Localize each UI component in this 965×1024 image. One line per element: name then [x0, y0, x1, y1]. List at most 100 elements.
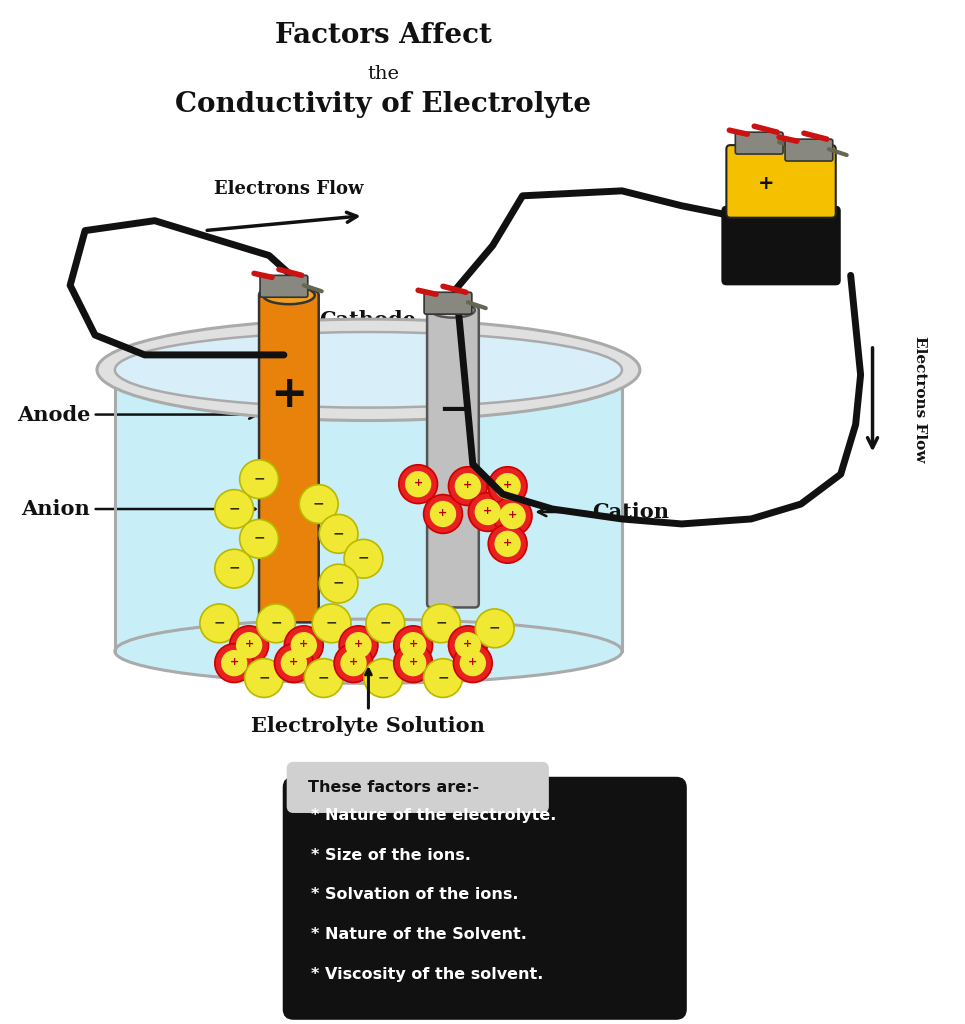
Circle shape [399, 465, 437, 504]
Circle shape [366, 604, 404, 643]
Circle shape [345, 632, 372, 658]
Circle shape [424, 658, 462, 697]
FancyBboxPatch shape [260, 275, 308, 297]
Text: −: − [379, 615, 391, 630]
Circle shape [494, 473, 521, 500]
Circle shape [394, 626, 432, 665]
Text: +: + [230, 657, 238, 668]
Text: +: + [503, 480, 512, 490]
Circle shape [235, 632, 262, 658]
Circle shape [364, 658, 402, 697]
Text: Factors Affect: Factors Affect [275, 22, 492, 49]
Text: Electrolyte Solution: Electrolyte Solution [252, 716, 485, 736]
Text: −: − [253, 530, 264, 545]
Text: * Nature of the electrolyte.: * Nature of the electrolyte. [312, 808, 557, 822]
Circle shape [319, 514, 358, 553]
Circle shape [488, 524, 527, 563]
Circle shape [215, 489, 254, 528]
Circle shape [221, 650, 247, 676]
Text: * Size of the ions.: * Size of the ions. [312, 848, 471, 862]
FancyBboxPatch shape [786, 139, 833, 161]
Text: Anion: Anion [21, 499, 256, 519]
Text: +: + [299, 639, 309, 649]
Text: Cathode: Cathode [318, 310, 425, 352]
Circle shape [230, 626, 268, 665]
Text: Battery: Battery [754, 251, 828, 268]
Text: +: + [290, 657, 298, 668]
Text: −: − [213, 615, 225, 630]
Text: Anode: Anode [16, 404, 258, 425]
FancyBboxPatch shape [727, 145, 836, 218]
Circle shape [290, 632, 317, 658]
Ellipse shape [263, 287, 315, 304]
Text: +: + [408, 657, 418, 668]
Circle shape [449, 626, 487, 665]
Text: +: + [354, 639, 363, 649]
Text: −: − [435, 615, 447, 630]
Circle shape [339, 626, 378, 665]
Circle shape [488, 467, 527, 506]
Text: Electrons Flow: Electrons Flow [214, 180, 364, 198]
Circle shape [455, 473, 481, 500]
Text: −: − [333, 526, 345, 540]
Text: Electrons Flow: Electrons Flow [913, 337, 927, 463]
Text: Conductivity of Electrolyte: Conductivity of Electrolyte [176, 91, 592, 119]
Text: These factors are:-: These factors are:- [308, 780, 480, 795]
Circle shape [200, 604, 238, 643]
Circle shape [257, 604, 295, 643]
Text: Cation: Cation [538, 502, 669, 522]
Text: +: + [508, 510, 517, 520]
Text: +: + [758, 174, 774, 194]
Text: * Viscosity of the solvent.: * Viscosity of the solvent. [312, 967, 543, 982]
Text: −: − [438, 392, 468, 427]
FancyBboxPatch shape [424, 292, 472, 314]
Circle shape [422, 604, 460, 643]
Circle shape [239, 460, 279, 499]
Circle shape [400, 632, 427, 658]
Text: −: − [358, 551, 370, 565]
Text: −: − [229, 501, 240, 515]
Circle shape [319, 564, 358, 603]
Text: −: − [333, 575, 345, 590]
Text: −: − [317, 670, 329, 684]
Text: +: + [244, 639, 254, 649]
FancyBboxPatch shape [284, 777, 686, 1019]
FancyBboxPatch shape [288, 763, 548, 812]
Circle shape [215, 549, 254, 588]
Text: −: − [270, 615, 282, 630]
Text: +: + [438, 508, 448, 518]
Text: +: + [349, 657, 358, 668]
Text: −: − [253, 471, 264, 485]
Text: −: − [437, 670, 449, 684]
Text: −: − [313, 496, 324, 510]
Circle shape [281, 650, 307, 676]
Ellipse shape [115, 620, 622, 683]
Circle shape [475, 499, 501, 525]
Circle shape [334, 644, 372, 683]
Ellipse shape [431, 303, 475, 317]
Text: +: + [270, 373, 308, 416]
Circle shape [274, 644, 314, 683]
Circle shape [313, 604, 351, 643]
Circle shape [449, 467, 487, 506]
Text: +: + [483, 506, 492, 516]
Circle shape [500, 503, 526, 529]
Circle shape [476, 609, 514, 648]
Text: −: − [259, 670, 270, 684]
Circle shape [405, 471, 431, 498]
Text: +: + [463, 639, 473, 649]
Text: * Solvation of the ions.: * Solvation of the ions. [312, 888, 519, 902]
Circle shape [285, 626, 323, 665]
Text: −: − [229, 561, 240, 574]
Ellipse shape [97, 319, 640, 421]
Text: −: − [489, 621, 501, 634]
Circle shape [468, 493, 508, 531]
Text: +: + [408, 639, 418, 649]
Text: * Nature of the Solvent.: * Nature of the Solvent. [312, 927, 527, 942]
Circle shape [215, 644, 254, 683]
Circle shape [454, 644, 492, 683]
Text: +: + [503, 538, 512, 548]
Circle shape [239, 519, 279, 558]
Circle shape [429, 501, 456, 527]
Text: the: the [368, 65, 400, 83]
